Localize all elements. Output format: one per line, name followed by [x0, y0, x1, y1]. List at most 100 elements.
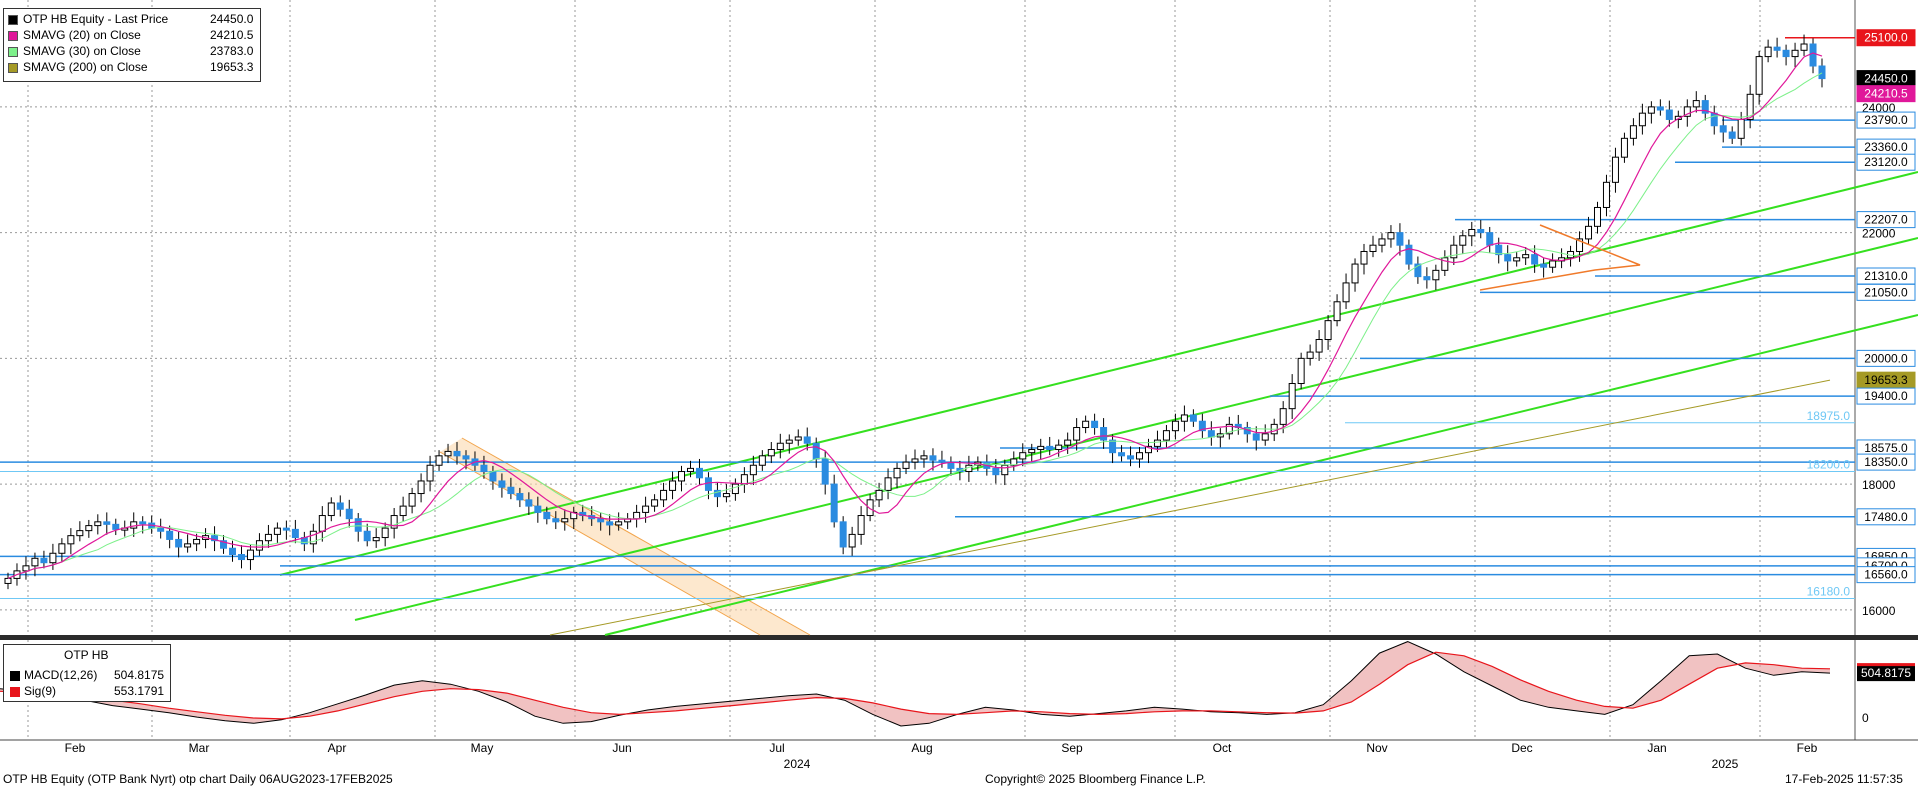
falling-channel-fill — [440, 438, 810, 635]
candle-body — [776, 442, 784, 451]
candle-body — [1674, 115, 1682, 120]
legend-value: 19653.3 — [210, 60, 254, 74]
candle-body — [1683, 106, 1691, 117]
candle-body — [85, 525, 93, 532]
candle-body — [929, 455, 937, 461]
candle-body — [731, 483, 739, 495]
candle-body — [848, 533, 856, 548]
candle-body — [1611, 156, 1619, 183]
level-tag — [1856, 349, 1916, 367]
candle-body — [1091, 420, 1099, 429]
x-tick-label: May — [471, 741, 494, 755]
macd-zero-tick: 0 — [1862, 711, 1869, 725]
candle-body — [606, 521, 614, 526]
macd-swatch — [10, 670, 20, 681]
x-tick-label: Nov — [1366, 741, 1387, 755]
candle-body — [1710, 112, 1718, 127]
candle-body — [740, 474, 748, 485]
x-tick-label: Feb — [1797, 741, 1818, 755]
candle-body — [264, 533, 272, 542]
candle-body — [166, 530, 174, 540]
level-tag — [1856, 387, 1916, 405]
candle-body — [363, 530, 371, 542]
x-tick-label: Aug — [911, 741, 932, 755]
candle-body — [695, 467, 703, 479]
level-label: 18200.0 — [1807, 458, 1851, 472]
candle-body — [722, 493, 730, 498]
candle-body — [1459, 235, 1467, 246]
level-tag-text: 18575.0 — [1864, 441, 1908, 455]
footer-timestamp: 17-Feb-2025 11:57:35 — [1785, 772, 1903, 786]
candle-body — [552, 518, 560, 523]
candle-body — [686, 467, 694, 473]
x-tick-label: Oct — [1213, 741, 1232, 755]
level-tag-text: 23120.0 — [1864, 155, 1908, 169]
trend-channel-line — [279, 171, 1918, 576]
candle-body — [1180, 414, 1188, 422]
candle-body — [1351, 263, 1359, 284]
level-tag — [1856, 153, 1916, 171]
candle-body — [911, 458, 919, 463]
candle-body — [1513, 257, 1521, 262]
candle-body — [1728, 131, 1736, 139]
candle-body — [1585, 225, 1593, 240]
candle-body — [1136, 452, 1144, 460]
candle-body — [1450, 244, 1458, 259]
candle-body — [507, 486, 515, 495]
candle-body — [1540, 263, 1548, 268]
level-tag-text: 23790.0 — [1864, 113, 1908, 127]
candle-body — [1378, 238, 1386, 246]
candle-body — [1432, 269, 1440, 281]
legend-swatch — [8, 62, 18, 73]
candle-body — [660, 489, 668, 501]
candle-body — [94, 521, 102, 527]
candle-body — [193, 538, 201, 545]
candle-body — [1495, 244, 1503, 256]
candle-body — [1593, 206, 1601, 227]
y-tick-label: 18000 — [1862, 478, 1896, 492]
candle-body — [246, 549, 254, 561]
candle-body — [1818, 65, 1826, 80]
level-tag-text: 21050.0 — [1864, 285, 1908, 299]
candle-body — [1144, 445, 1152, 454]
candle-body — [821, 458, 829, 485]
x-tick-label: Dec — [1511, 741, 1532, 755]
candle-body — [1333, 301, 1341, 322]
candle-body — [875, 489, 883, 501]
candle-body — [1198, 420, 1206, 432]
level-tag — [1856, 111, 1916, 129]
macd-label: MACD(12,26) — [24, 668, 98, 682]
candle-body — [1782, 49, 1790, 58]
candle-body — [633, 511, 641, 520]
signal-label: Sig(9) — [24, 684, 57, 698]
candle-body — [22, 565, 30, 572]
candle-body — [1746, 93, 1754, 120]
footer-copyright: Copyright© 2025 Bloomberg Finance L.P. — [985, 772, 1206, 786]
candle-body — [220, 540, 228, 549]
candle-body — [1064, 439, 1072, 446]
candle-body — [327, 502, 335, 517]
candle-body — [1656, 106, 1664, 111]
candle-body — [1647, 106, 1655, 114]
candle-body — [713, 489, 721, 498]
candle-body — [1252, 433, 1260, 441]
candle-body — [49, 552, 57, 564]
candle-body — [273, 527, 281, 535]
candle-body — [1028, 449, 1036, 454]
candle-body — [749, 464, 757, 476]
candle-body — [1423, 276, 1431, 281]
candle-body — [543, 511, 551, 520]
candle-body — [229, 547, 237, 556]
macd-row: MACD(12,26) 504.8175 — [10, 668, 164, 682]
level-tag-text: 20000.0 — [1864, 351, 1908, 365]
legend-row-sma30: SMAVG (30) on Close 23783.0 — [8, 44, 253, 59]
candle-body — [1225, 423, 1233, 435]
candle-body — [1171, 420, 1179, 432]
candle-body — [1809, 43, 1817, 67]
macd-hist-fill — [0, 641, 1830, 726]
signal-last-tag — [1857, 663, 1915, 667]
candle-body — [857, 515, 865, 535]
candle-body — [1288, 383, 1296, 410]
candle-body — [453, 450, 461, 457]
